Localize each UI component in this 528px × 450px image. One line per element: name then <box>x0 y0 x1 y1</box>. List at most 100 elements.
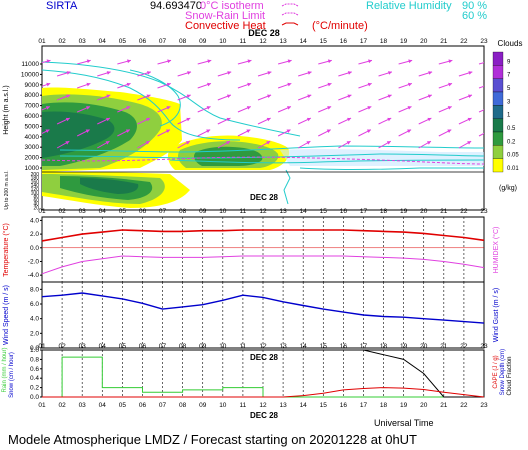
wind-arrow-head <box>246 129 251 133</box>
wind-arrow-head <box>386 141 391 145</box>
wind-arrow-head <box>247 59 252 64</box>
wind-arrow-head <box>46 59 51 64</box>
rain-hour-top-tick-label: 09 <box>199 343 207 350</box>
wind-arrow-head <box>487 130 491 133</box>
rh-contour-line <box>169 159 484 164</box>
top-hour-tick-label: 11 <box>240 38 247 45</box>
temp-hour-tick-label: 21 <box>440 208 448 215</box>
rh-contour-line <box>129 69 181 127</box>
low-height-axis-label: Up to 200 m a.s.l. <box>4 170 10 209</box>
colorbar-level-label: 0.2 <box>507 139 516 145</box>
colorbar-swatch <box>492 65 504 79</box>
wind-arrow-head <box>426 141 431 145</box>
cloud-layers <box>42 59 492 208</box>
top-hour-tick-label: 23 <box>480 38 488 45</box>
bottom-hour-tick-label: 05 <box>119 402 127 409</box>
colorbar-swatch <box>492 51 504 66</box>
bottom-hour-tick-label: 15 <box>320 402 328 409</box>
height-tick-label: 4000 <box>25 134 40 141</box>
wind-arrow-shaft <box>478 109 484 113</box>
low-height-tick-label: 120 <box>31 187 40 193</box>
temperature-series-0 <box>41 229 485 242</box>
wind-arrow-head <box>286 129 291 133</box>
universal-time-label: Universal Time <box>374 418 434 428</box>
colorbar-level-label: 5 <box>507 86 511 92</box>
rain-date-label-top: DEC 28 <box>250 353 279 362</box>
height-tick-label: 2000 <box>25 155 40 162</box>
wind-arrow-head <box>65 141 70 145</box>
wind-arrow-head <box>126 59 131 64</box>
bottom-hour-tick-label: 03 <box>79 402 87 409</box>
height-tick-label: 10000 <box>21 71 39 78</box>
temperature-series-1 <box>41 255 485 275</box>
low-height-tick-label: 160 <box>31 179 40 185</box>
top-hour-tick-label: 13 <box>279 38 287 45</box>
bottom-hour-tick-label: 06 <box>139 402 147 409</box>
colorbar-title: Clouds <box>498 39 523 48</box>
low-height-tick-label: 40 <box>33 202 39 208</box>
bottom-hour-tick-label: 22 <box>460 402 468 409</box>
temp-hour-tick-label: 23 <box>480 208 488 215</box>
top-hour-tick-label: 07 <box>159 38 167 45</box>
top-hour-tick-label: 19 <box>400 38 408 45</box>
rain-hour-top-tick-label: 20 <box>420 343 428 350</box>
wind-arrow-head <box>146 117 151 122</box>
colorbar-swatch <box>492 145 504 159</box>
rain-hour-top-tick-label: 05 <box>119 343 127 350</box>
bottom-hour-tick-label: 04 <box>99 402 107 409</box>
temp-hour-tick-label: 16 <box>340 208 348 215</box>
legend-rh-90: 90 % <box>462 0 488 12</box>
temp-hour-tick-label: 07 <box>159 208 167 215</box>
wind-arrow-head <box>227 71 232 75</box>
bottom-date-label: DEC 28 <box>250 411 279 420</box>
cloud-date-label: DEC 28 <box>250 193 279 202</box>
temp-hour-tick-label: 08 <box>179 208 187 215</box>
bottom-hour-tick-label: 01 <box>38 402 46 409</box>
wind-arrow-head <box>266 141 271 145</box>
wind-arrow-head <box>327 82 332 87</box>
top-hour-tick-label: 20 <box>420 38 428 45</box>
bottom-hour-tick-label: 12 <box>259 402 267 409</box>
wind-arrow-head <box>447 106 452 110</box>
wind-arrow-head <box>86 59 91 64</box>
wind-arrow-head <box>427 117 432 122</box>
wind-panel-y-tick-label: 8.0 <box>30 286 39 293</box>
rain-panel-y-tick-label: 0.4 <box>30 375 39 382</box>
wind-arrow-head <box>327 106 332 110</box>
wind-arrow-head <box>467 141 472 145</box>
temp-hour-tick-label: 10 <box>219 208 227 215</box>
low-height-tick-label: 20 <box>33 205 39 211</box>
wind-arrow-head <box>488 106 492 110</box>
wind-arrow-head <box>327 59 332 64</box>
wind-arrow-head <box>407 106 412 110</box>
rain-hour-top-tick-label: 03 <box>79 343 87 350</box>
rain-hour-top-tick-label: 04 <box>99 343 107 350</box>
wind-arrow-head <box>186 94 191 99</box>
site-name: SIRTA <box>46 0 78 12</box>
wind-arrow-head <box>368 59 372 64</box>
low-height-tick-label: 100 <box>31 191 40 197</box>
footer-caption: Modele Atmospherique LMDZ / Forecast sta… <box>8 432 417 447</box>
legend-convective-label: Convective Heat <box>185 20 266 32</box>
low-height-tick-label: 80 <box>33 194 39 200</box>
wind-arrow-head <box>206 129 211 133</box>
top-hour-tick-label: 10 <box>219 38 227 45</box>
legend-convective-swatch <box>281 22 299 26</box>
top-hour-tick-label: 06 <box>139 38 147 45</box>
wind-arrow-head <box>387 117 392 122</box>
wind-arrow-head <box>85 129 90 133</box>
wind-arrow-head <box>46 82 51 87</box>
rain-axis-label: Rain (mm / hour) <box>2 347 8 392</box>
wind-arrow-head <box>468 71 473 75</box>
wind-arrow-head <box>367 82 372 87</box>
legend-snowrain-label: Snow-Rain Limit <box>185 10 266 22</box>
cape-axis-label: CAPE (J / g) <box>493 355 499 388</box>
rain-panel-y-tick-label: 0.2 <box>30 385 39 392</box>
rain-panel-y-tick-label: 0.8 <box>30 356 39 363</box>
bottom-hour-tick-label: 08 <box>179 402 187 409</box>
wind-arrow-head <box>166 82 171 87</box>
wind-speed-axis-label: Wind Speed (m / s) <box>3 285 10 345</box>
wind-panel-y-tick-label: 0.0 <box>30 345 39 352</box>
rain-hour-top-tick-label: 21 <box>440 343 448 350</box>
temp-hour-tick-label: 03 <box>79 208 87 215</box>
